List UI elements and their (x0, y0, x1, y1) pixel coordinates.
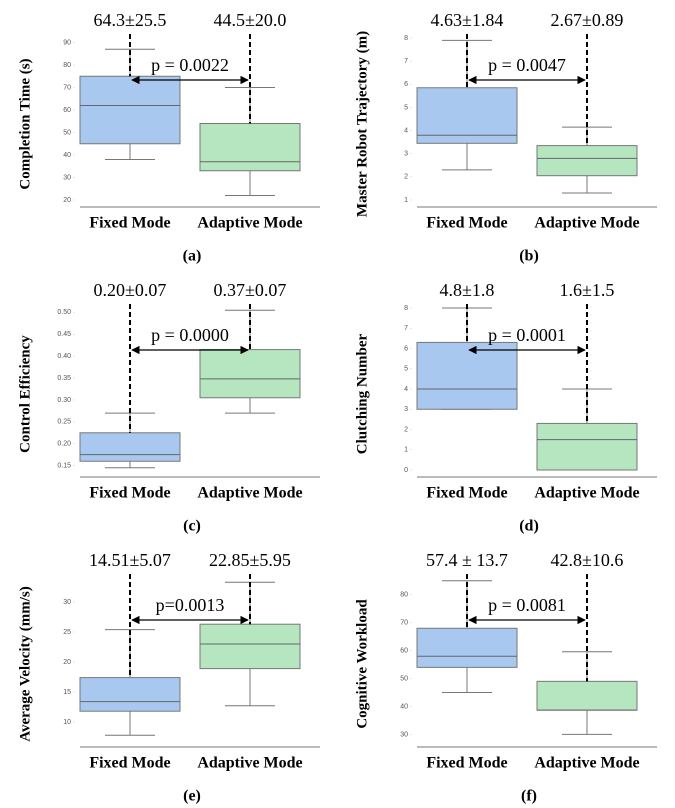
x-tick-label: Adaptive Mode (534, 215, 639, 232)
y-tick-label: 70 (400, 620, 408, 627)
y-tick-label: 20 (63, 197, 71, 204)
p-value: p = 0.0022 (151, 55, 229, 75)
box (79, 432, 181, 462)
y-tick-label: 1 (404, 197, 408, 204)
p-value: p = 0.0001 (488, 325, 566, 345)
x-tick-label: Adaptive Mode (534, 755, 639, 772)
panel-caption: (e) (183, 788, 201, 805)
y-tick-label: 50 (63, 129, 71, 136)
y-tick-label: 3 (404, 406, 408, 413)
y-axis-label: Cognitive Workload (354, 599, 370, 729)
panel-caption: (b) (519, 248, 539, 265)
x-tick-label: Fixed Mode (426, 215, 507, 232)
y-tick-label: 60 (63, 107, 71, 114)
y-axis-label: Control Efficiency (17, 335, 33, 453)
p-value: p = 0.0047 (488, 55, 566, 75)
y-tick-label: 4 (404, 127, 408, 134)
y-tick-label: 60 (400, 647, 408, 654)
box (536, 680, 638, 711)
y-axis-label: Average Velocity (mm/s) (17, 586, 33, 742)
y-axis-label: Clutching Number (354, 333, 370, 454)
y-tick-label: 0.25 (57, 419, 71, 426)
y-tick-label: 50 (400, 675, 408, 682)
y-tick-label: 5 (404, 104, 408, 111)
x-tick-label: Adaptive Mode (197, 755, 302, 772)
y-tick-label: 30 (400, 731, 408, 738)
y-tick-label: 15 (63, 689, 71, 696)
y-tick-label: 0.30 (57, 397, 71, 404)
mean-annotation: 64.3±25.5 (94, 10, 167, 30)
mean-annotation: 0.20±0.07 (94, 280, 167, 300)
box (79, 677, 181, 712)
y-tick-label: 2 (404, 174, 408, 181)
panel-caption: (f) (521, 788, 537, 805)
y-tick-label: 0.20 (57, 441, 71, 448)
y-tick-label: 10 (63, 719, 71, 726)
y-tick-label: 6 (404, 81, 408, 88)
mean-annotation: 44.5±20.0 (214, 10, 287, 30)
panel-caption: (a) (183, 248, 202, 265)
y-tick-label: 2 (404, 426, 408, 433)
y-tick-label: 1 (404, 447, 408, 454)
box (416, 87, 518, 144)
y-tick-label: 6 (404, 345, 408, 352)
y-tick-label: 4 (404, 386, 408, 393)
box (416, 627, 518, 668)
box (199, 349, 301, 399)
y-tick-label: 90 (63, 39, 71, 46)
box (536, 422, 638, 471)
y-tick-label: 0 (404, 467, 408, 474)
y-tick-label: 7 (404, 325, 408, 332)
box (536, 145, 638, 177)
mean-annotation: 0.37±0.07 (214, 280, 287, 300)
mean-annotation: 2.67±0.89 (551, 10, 624, 30)
x-tick-label: Fixed Mode (426, 485, 507, 502)
y-tick-label: 70 (63, 84, 71, 91)
y-tick-label: 40 (63, 152, 71, 159)
panel-caption: (d) (519, 518, 539, 535)
y-tick-label: 7 (404, 58, 408, 65)
y-tick-label: 20 (63, 659, 71, 666)
y-tick-label: 8 (404, 305, 408, 312)
y-tick-label: 8 (404, 35, 408, 42)
p-value: p = 0.0081 (488, 595, 566, 615)
y-tick-label: 80 (63, 62, 71, 69)
box (416, 341, 518, 410)
y-tick-label: 25 (63, 629, 71, 636)
box (79, 75, 181, 145)
y-tick-label: 0.50 (57, 309, 71, 316)
y-tick-label: 30 (63, 599, 71, 606)
x-tick-label: Adaptive Mode (197, 485, 302, 502)
y-tick-label: 5 (404, 366, 408, 373)
x-tick-label: Fixed Mode (89, 755, 170, 772)
x-tick-label: Fixed Mode (89, 215, 170, 232)
y-tick-label: 0.40 (57, 353, 71, 360)
box (199, 123, 301, 172)
y-axis-label: Master Robot Trajectory (m) (354, 31, 370, 217)
panel-caption: (c) (183, 518, 201, 535)
y-tick-label: 40 (400, 703, 408, 710)
mean-annotation: 4.8±1.8 (440, 280, 495, 300)
y-axis-label: Completion Time (s) (17, 58, 33, 189)
y-tick-label: 30 (63, 174, 71, 181)
mean-annotation: 1.6±1.5 (560, 280, 615, 300)
y-tick-label: 3 (404, 151, 408, 158)
mean-annotation: 22.85±5.95 (209, 550, 291, 570)
y-tick-label: 0.35 (57, 375, 71, 382)
mean-annotation: 14.51±5.07 (89, 550, 171, 570)
mean-annotation: 57.4 ± 13.7 (426, 550, 508, 570)
x-tick-label: Adaptive Mode (197, 215, 302, 232)
box (199, 623, 301, 670)
mean-annotation: 4.63±1.84 (431, 10, 504, 30)
y-tick-label: 0.15 (57, 462, 71, 469)
x-tick-label: Adaptive Mode (534, 485, 639, 502)
mean-annotation: 42.8±10.6 (551, 550, 624, 570)
y-tick-label: 80 (400, 592, 408, 599)
x-tick-label: Fixed Mode (89, 485, 170, 502)
p-value: p=0.0013 (156, 595, 225, 615)
p-value: p = 0.0000 (151, 325, 229, 345)
y-tick-label: 0.45 (57, 331, 71, 338)
x-tick-label: Fixed Mode (426, 755, 507, 772)
